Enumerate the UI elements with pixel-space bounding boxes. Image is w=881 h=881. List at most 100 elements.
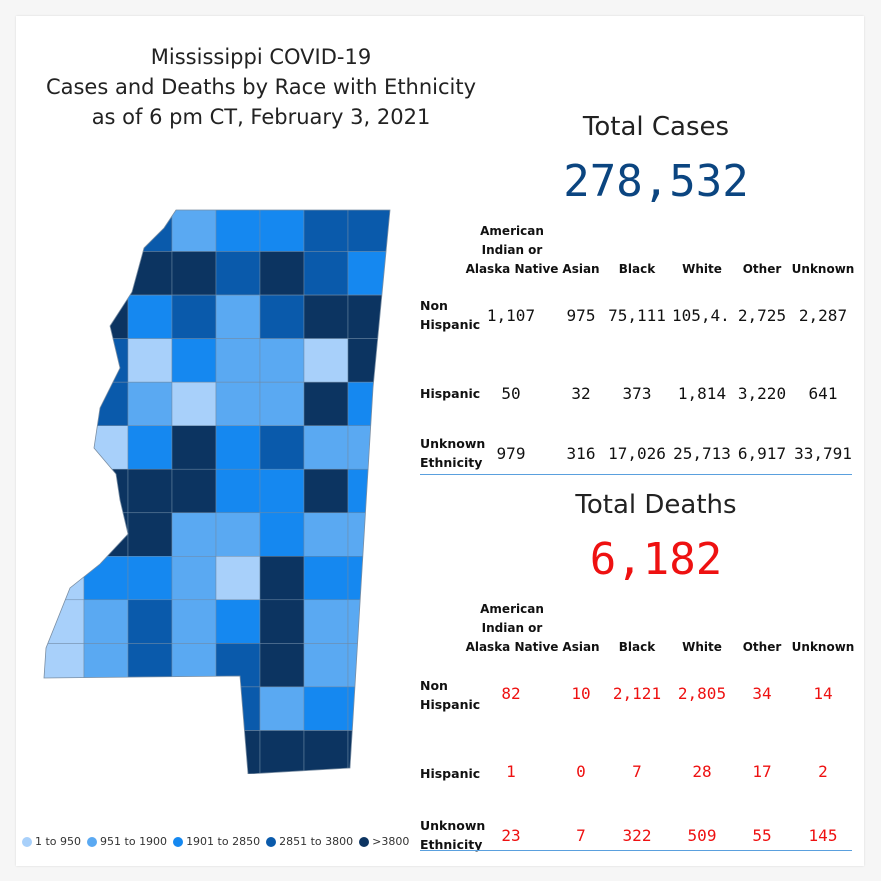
county-region[interactable] bbox=[83, 251, 129, 296]
county-region[interactable] bbox=[171, 512, 217, 557]
county-region[interactable] bbox=[40, 686, 85, 731]
county-region[interactable] bbox=[259, 425, 305, 470]
county-region[interactable] bbox=[171, 599, 217, 644]
county-region[interactable] bbox=[127, 338, 173, 383]
county-region[interactable] bbox=[127, 686, 173, 731]
county-region[interactable] bbox=[127, 425, 173, 470]
county-region[interactable] bbox=[347, 556, 392, 601]
county-region[interactable] bbox=[259, 381, 305, 426]
county-region[interactable] bbox=[171, 251, 217, 296]
county-region[interactable] bbox=[215, 468, 261, 513]
county-region[interactable] bbox=[40, 425, 85, 470]
county-region[interactable] bbox=[259, 512, 305, 557]
county-region[interactable] bbox=[215, 643, 261, 688]
county-region[interactable] bbox=[40, 251, 85, 296]
county-region[interactable] bbox=[259, 556, 305, 601]
county-region[interactable] bbox=[215, 512, 261, 557]
county-region[interactable] bbox=[127, 294, 173, 339]
county-region[interactable] bbox=[127, 512, 173, 557]
county-region[interactable] bbox=[215, 686, 261, 731]
county-region[interactable] bbox=[347, 643, 392, 688]
county-region[interactable] bbox=[40, 294, 85, 339]
county-region[interactable] bbox=[347, 599, 392, 644]
county-region[interactable] bbox=[127, 208, 173, 252]
county-region[interactable] bbox=[83, 338, 129, 383]
county-region[interactable] bbox=[303, 512, 349, 557]
county-region[interactable] bbox=[40, 730, 85, 775]
county-region[interactable] bbox=[127, 643, 173, 688]
county-region[interactable] bbox=[83, 599, 129, 644]
county-region[interactable] bbox=[259, 338, 305, 383]
county-region[interactable] bbox=[259, 643, 305, 688]
county-region[interactable] bbox=[215, 556, 261, 601]
county-region[interactable] bbox=[171, 730, 217, 775]
county-region[interactable] bbox=[83, 208, 129, 252]
county-region[interactable] bbox=[171, 643, 217, 688]
county-region[interactable] bbox=[347, 468, 392, 513]
county-region[interactable] bbox=[127, 556, 173, 601]
county-region[interactable] bbox=[303, 686, 349, 731]
county-region[interactable] bbox=[171, 381, 217, 426]
county-region[interactable] bbox=[40, 599, 85, 644]
county-region[interactable] bbox=[40, 208, 85, 252]
county-region[interactable] bbox=[347, 208, 392, 252]
county-region[interactable] bbox=[259, 208, 305, 252]
county-region[interactable] bbox=[215, 425, 261, 470]
county-region[interactable] bbox=[215, 251, 261, 296]
county-region[interactable] bbox=[215, 208, 261, 252]
county-region[interactable] bbox=[215, 294, 261, 339]
county-region[interactable] bbox=[215, 338, 261, 383]
county-region[interactable] bbox=[127, 599, 173, 644]
county-region[interactable] bbox=[83, 512, 129, 557]
county-region[interactable] bbox=[347, 730, 392, 775]
county-region[interactable] bbox=[303, 251, 349, 296]
county-region[interactable] bbox=[259, 686, 305, 731]
county-region[interactable] bbox=[303, 643, 349, 688]
county-region[interactable] bbox=[127, 468, 173, 513]
county-region[interactable] bbox=[303, 599, 349, 644]
county-region[interactable] bbox=[347, 381, 392, 426]
county-region[interactable] bbox=[171, 686, 217, 731]
county-region[interactable] bbox=[215, 599, 261, 644]
county-region[interactable] bbox=[83, 643, 129, 688]
county-region[interactable] bbox=[40, 338, 85, 383]
county-region[interactable] bbox=[40, 512, 85, 557]
county-region[interactable] bbox=[347, 512, 392, 557]
county-region[interactable] bbox=[259, 251, 305, 296]
county-region[interactable] bbox=[40, 381, 85, 426]
county-region[interactable] bbox=[259, 599, 305, 644]
county-region[interactable] bbox=[259, 730, 305, 775]
county-region[interactable] bbox=[303, 425, 349, 470]
county-region[interactable] bbox=[40, 468, 85, 513]
county-region[interactable] bbox=[347, 294, 392, 339]
county-region[interactable] bbox=[40, 556, 85, 601]
county-region[interactable] bbox=[303, 381, 349, 426]
county-region[interactable] bbox=[259, 294, 305, 339]
county-region[interactable] bbox=[303, 556, 349, 601]
county-region[interactable] bbox=[171, 338, 217, 383]
mississippi-county-map[interactable] bbox=[40, 208, 392, 774]
county-region[interactable] bbox=[171, 468, 217, 513]
county-region[interactable] bbox=[83, 381, 129, 426]
county-region[interactable] bbox=[83, 686, 129, 731]
county-region[interactable] bbox=[83, 294, 129, 339]
county-region[interactable] bbox=[303, 208, 349, 252]
county-region[interactable] bbox=[303, 468, 349, 513]
county-region[interactable] bbox=[303, 294, 349, 339]
county-region[interactable] bbox=[303, 338, 349, 383]
county-region[interactable] bbox=[171, 556, 217, 601]
county-region[interactable] bbox=[171, 425, 217, 470]
county-region[interactable] bbox=[171, 208, 217, 252]
county-region[interactable] bbox=[259, 468, 305, 513]
county-region[interactable] bbox=[83, 556, 129, 601]
county-region[interactable] bbox=[83, 730, 129, 775]
county-region[interactable] bbox=[40, 643, 85, 688]
county-region[interactable] bbox=[127, 381, 173, 426]
county-region[interactable] bbox=[127, 251, 173, 296]
county-region[interactable] bbox=[127, 730, 173, 775]
county-region[interactable] bbox=[171, 294, 217, 339]
county-region[interactable] bbox=[215, 381, 261, 426]
county-region[interactable] bbox=[347, 338, 392, 383]
county-region[interactable] bbox=[215, 730, 261, 775]
county-region[interactable] bbox=[303, 730, 349, 775]
